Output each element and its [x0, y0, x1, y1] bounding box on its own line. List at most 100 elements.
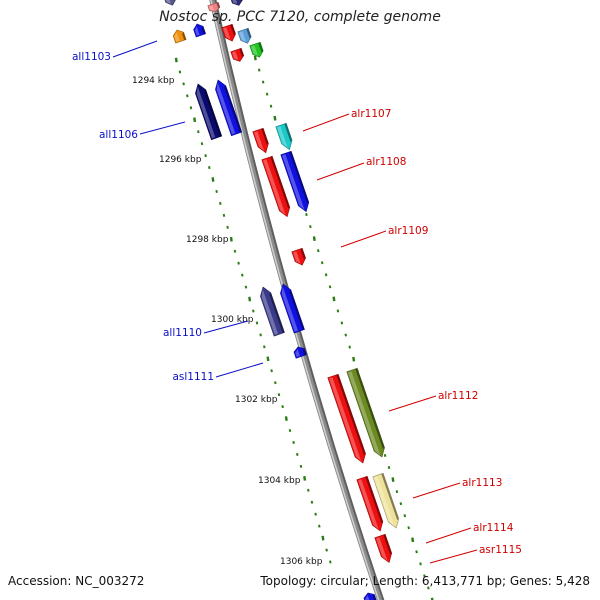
gene-label-alr1107[interactable]: alr1107 [351, 108, 391, 120]
leader-line-alr1108 [316, 162, 365, 181]
scale-tick [305, 213, 308, 217]
gene-block[interactable] [162, 0, 178, 7]
scale-tick [222, 213, 226, 217]
scale-label: 1304 kbp [258, 476, 301, 486]
gene-alr1114[interactable] [356, 475, 386, 533]
scale-tick [284, 416, 288, 421]
gene-asl1111[interactable] [293, 345, 307, 359]
leader-line-alr1107 [302, 113, 350, 132]
scale-tick [387, 465, 391, 470]
scale-tick [332, 296, 336, 302]
gene-block[interactable] [207, 1, 221, 13]
scale-tick [266, 356, 270, 362]
scale-tick [321, 535, 325, 541]
gene-alr1112-partner[interactable] [327, 373, 368, 465]
leader-line-alr1114 [425, 527, 472, 544]
scale-tick [336, 309, 340, 313]
leader-line-all1106 [139, 121, 186, 135]
gene-alr1108-partner[interactable] [261, 155, 293, 218]
gene-label-all1110[interactable]: all1110 [163, 327, 202, 339]
scale-tick [391, 477, 395, 482]
scale-tick [189, 106, 193, 110]
gene-label-alr1108[interactable]: alr1108 [366, 156, 406, 168]
leader-line-alr1112 [388, 395, 437, 412]
scale-label: 1306 kbp [280, 557, 323, 567]
scale-tick [427, 586, 430, 590]
gene-label-all1103[interactable]: all1103 [72, 51, 111, 63]
gene-block[interactable] [172, 28, 187, 44]
scale-tick [312, 236, 316, 242]
scale-tick [383, 453, 387, 457]
scale-tick [252, 309, 255, 313]
scale-tick [248, 296, 252, 302]
scale-tick [265, 92, 269, 96]
gene-label-alr1112[interactable]: alr1112 [438, 390, 478, 402]
gene-block[interactable] [249, 41, 265, 59]
scale-tick [229, 236, 233, 242]
leader-line-asl1111 [215, 362, 264, 378]
gene-block[interactable] [192, 22, 207, 38]
scale-tick [399, 502, 403, 506]
gene-label-asr1115[interactable]: asr1115 [479, 544, 522, 556]
scale-tick [325, 548, 328, 552]
leader-line-asr1115 [429, 549, 478, 564]
scale-tick [395, 490, 399, 494]
gene-block[interactable] [230, 47, 245, 63]
scale-tick [233, 249, 237, 253]
scale-tick [292, 440, 295, 445]
scale-tick [324, 273, 328, 277]
scale-tick [348, 345, 351, 349]
scale-tick [344, 333, 348, 337]
scale-label: 1302 kbp [235, 395, 278, 405]
gene-alr1112[interactable] [346, 367, 387, 459]
scale-tick [255, 321, 259, 325]
gene-all1106[interactable] [193, 82, 223, 141]
scale-tick [296, 452, 299, 456]
scale-tick [299, 464, 303, 468]
scale-tick [237, 261, 240, 265]
gene-label-alr1114[interactable]: alr1114 [473, 522, 514, 534]
gene-label-all1106[interactable]: all1106 [99, 129, 138, 141]
scale-tick [197, 130, 200, 134]
map-title: Nostoc sp. PCC 7120, complete genome [159, 9, 441, 25]
scale-tick [415, 550, 418, 554]
gene-label-alr1113[interactable]: alr1113 [462, 477, 502, 489]
scale-tick [274, 381, 277, 385]
scale-tick [340, 321, 344, 325]
gene-block[interactable] [363, 591, 377, 600]
gene-alr1108[interactable] [280, 150, 312, 213]
scale-tick [253, 55, 257, 61]
scale-tick [182, 82, 185, 86]
scale-tick [281, 405, 284, 409]
scale-tick [314, 512, 317, 516]
gene-block[interactable] [229, 0, 244, 7]
gene-all1110[interactable] [258, 285, 285, 337]
gene-all1110[interactable] [278, 282, 305, 334]
gene-alr1109[interactable] [291, 247, 308, 267]
scale-tick [178, 70, 182, 74]
gene-asr1115[interactable] [374, 533, 395, 564]
scale-tick [219, 201, 222, 205]
scale-tick [320, 261, 324, 265]
scale-tick [288, 428, 292, 433]
scale-label: 1300 kbp [211, 315, 254, 325]
scale-tick [193, 117, 197, 123]
gene-alr1107[interactable] [275, 122, 295, 151]
scale-tick [186, 94, 189, 98]
gene-block[interactable] [237, 27, 253, 45]
scale-tick [200, 142, 204, 146]
genome-summary-text: Topology: circular; Length: 6,413,771 bp… [260, 574, 590, 588]
accession-text: Accession: NC_003272 [8, 574, 145, 588]
scale-tick [263, 345, 266, 349]
scale-tick [269, 104, 273, 108]
gene-block[interactable] [221, 23, 238, 43]
backbone-shadow [209, 0, 385, 600]
gene-all1106[interactable] [213, 78, 243, 137]
gene-label-alr1109[interactable]: alr1109 [388, 225, 428, 237]
gene-alr1107-partner[interactable] [252, 127, 271, 154]
scale-tick [328, 285, 332, 289]
gene-alr1113[interactable] [372, 472, 402, 530]
gene-label-asl1111[interactable]: asl1111 [172, 371, 214, 383]
scale-tick [277, 393, 281, 397]
leader-line-alr1113 [412, 482, 461, 499]
